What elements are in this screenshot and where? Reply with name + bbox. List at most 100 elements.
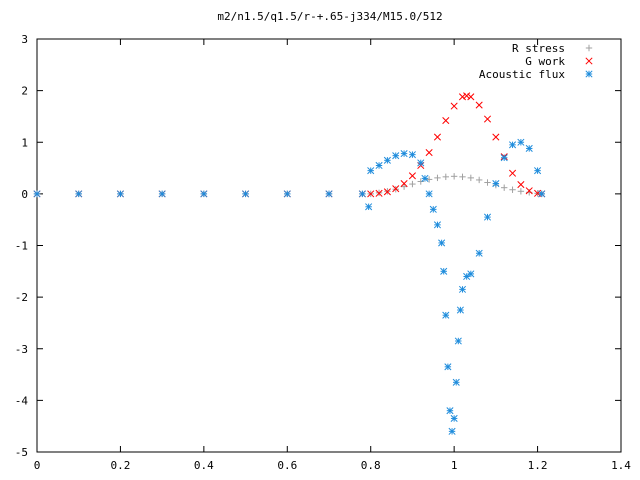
data-point <box>392 185 400 193</box>
data-point <box>33 190 41 198</box>
data-point <box>450 414 458 422</box>
data-point <box>484 179 491 186</box>
data-point <box>525 144 533 152</box>
data-point <box>408 172 416 180</box>
x-tick-label: 1.4 <box>611 459 631 472</box>
y-tick-label: -4 <box>15 394 29 407</box>
data-point <box>325 190 333 198</box>
legend-label: G work <box>525 55 565 68</box>
data-point <box>400 179 408 188</box>
x-tick-label: 0.6 <box>277 459 297 472</box>
data-point <box>517 188 525 195</box>
data-point <box>409 180 416 188</box>
data-point <box>508 141 517 149</box>
data-point <box>383 188 391 196</box>
data-point <box>492 133 500 141</box>
series-acoustic-flux <box>33 138 546 435</box>
data-point <box>375 161 383 170</box>
data-point <box>508 169 517 177</box>
data-point <box>483 213 492 221</box>
axis-ticks: 0 0.2 0.4 0.6 0.8 1 1.2 1.4 3 2 1 0 -1 -2 -3 -4 -5 <box>15 33 632 472</box>
legend-marker <box>585 57 593 65</box>
data-point <box>467 174 475 182</box>
data-point <box>492 179 500 188</box>
x-tick-label: 1.2 <box>528 459 548 472</box>
plot-frame <box>36 38 622 453</box>
data-point <box>425 149 433 157</box>
data-point <box>116 190 124 198</box>
data-point <box>433 133 442 141</box>
data-point <box>475 101 483 109</box>
data-point <box>375 189 383 197</box>
data-point <box>425 190 433 198</box>
chart-title: m2/n1.5/q1.5/r-+.65-j334/M15.0/512 <box>217 10 442 23</box>
y-tick-label: 1 <box>21 136 28 149</box>
y-tick-label: 2 <box>21 85 28 98</box>
x-tick-label: 0 <box>34 459 41 472</box>
y-tick-label: -3 <box>15 343 28 356</box>
y-tick-label: 3 <box>21 33 28 46</box>
x-tick-label: 1 <box>451 459 458 472</box>
x-tick-label: 0.4 <box>194 459 214 472</box>
y-tick-label: -2 <box>15 291 28 304</box>
data-point <box>458 285 467 293</box>
y-tick-label: -5 <box>15 446 28 459</box>
data-point <box>459 173 466 181</box>
data-point <box>400 183 408 190</box>
data-point <box>501 184 508 191</box>
data-point <box>417 178 424 185</box>
legend-marker <box>585 44 593 52</box>
x-tick-label: 0.8 <box>361 459 381 472</box>
data-point <box>483 115 492 123</box>
data-point <box>463 92 471 100</box>
data-point <box>500 154 508 162</box>
data-point <box>450 102 458 110</box>
data-point <box>421 174 429 182</box>
data-point <box>425 176 433 183</box>
data-point <box>392 152 400 160</box>
data-point <box>367 167 375 175</box>
data-point <box>442 173 449 181</box>
data-point <box>475 249 483 257</box>
y-tick-label: 0 <box>21 188 28 201</box>
data-point <box>467 93 475 101</box>
data-point <box>525 187 533 195</box>
data-point <box>517 138 525 146</box>
data-point <box>408 151 416 159</box>
data-point <box>442 311 450 319</box>
data-point <box>475 176 483 184</box>
data-point <box>440 267 448 275</box>
data-point <box>434 174 441 182</box>
data-point <box>75 190 83 198</box>
data-point <box>454 337 462 345</box>
data-point <box>444 363 452 371</box>
data-point <box>158 190 166 198</box>
legend-label: R stress <box>512 42 565 55</box>
data-point <box>200 190 208 198</box>
data-point <box>452 378 460 386</box>
data-point <box>367 190 375 198</box>
data-point <box>450 173 458 180</box>
data-point <box>456 306 464 314</box>
y-tick-label: -1 <box>15 240 28 253</box>
series-g-work <box>33 92 546 198</box>
data-point <box>365 203 373 211</box>
legend-label: Acoustic flux <box>479 68 565 81</box>
data-point <box>417 159 425 167</box>
series-layer <box>33 92 546 435</box>
data-point <box>442 117 450 125</box>
x-tick-label: 0.2 <box>110 459 130 472</box>
data-point <box>358 190 366 198</box>
data-point <box>517 181 525 189</box>
data-point <box>383 156 391 164</box>
data-point <box>448 427 456 435</box>
data-point <box>458 93 467 101</box>
data-point <box>534 167 542 175</box>
data-point <box>242 190 250 198</box>
data-point <box>433 221 442 229</box>
data-point <box>446 407 454 415</box>
data-point <box>429 205 437 213</box>
